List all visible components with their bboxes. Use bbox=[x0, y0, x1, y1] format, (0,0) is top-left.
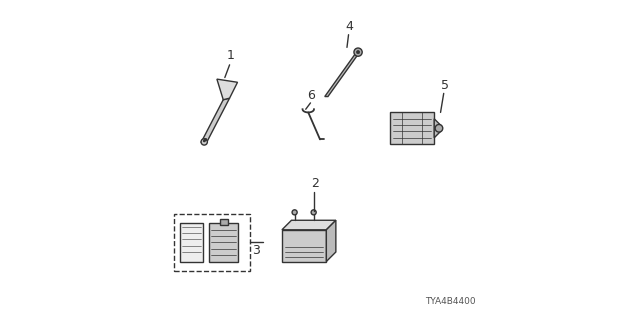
Text: 2: 2 bbox=[310, 177, 319, 190]
Polygon shape bbox=[324, 52, 360, 97]
Circle shape bbox=[292, 210, 297, 215]
FancyBboxPatch shape bbox=[390, 112, 434, 144]
Text: 4: 4 bbox=[345, 20, 353, 33]
Text: 1: 1 bbox=[227, 49, 234, 62]
Text: TYA4B4400: TYA4B4400 bbox=[425, 297, 476, 306]
Polygon shape bbox=[201, 98, 230, 142]
Polygon shape bbox=[282, 220, 336, 230]
Polygon shape bbox=[217, 79, 237, 100]
Polygon shape bbox=[180, 223, 203, 261]
Polygon shape bbox=[326, 220, 336, 261]
Circle shape bbox=[435, 124, 443, 132]
Text: 3: 3 bbox=[252, 244, 260, 257]
Text: 5: 5 bbox=[441, 79, 449, 92]
Circle shape bbox=[201, 139, 207, 145]
Polygon shape bbox=[434, 119, 440, 138]
Circle shape bbox=[354, 48, 362, 56]
Polygon shape bbox=[209, 223, 237, 261]
Circle shape bbox=[311, 210, 316, 215]
FancyBboxPatch shape bbox=[282, 230, 326, 261]
Circle shape bbox=[356, 51, 360, 54]
FancyBboxPatch shape bbox=[220, 219, 228, 225]
Text: 6: 6 bbox=[307, 89, 316, 102]
